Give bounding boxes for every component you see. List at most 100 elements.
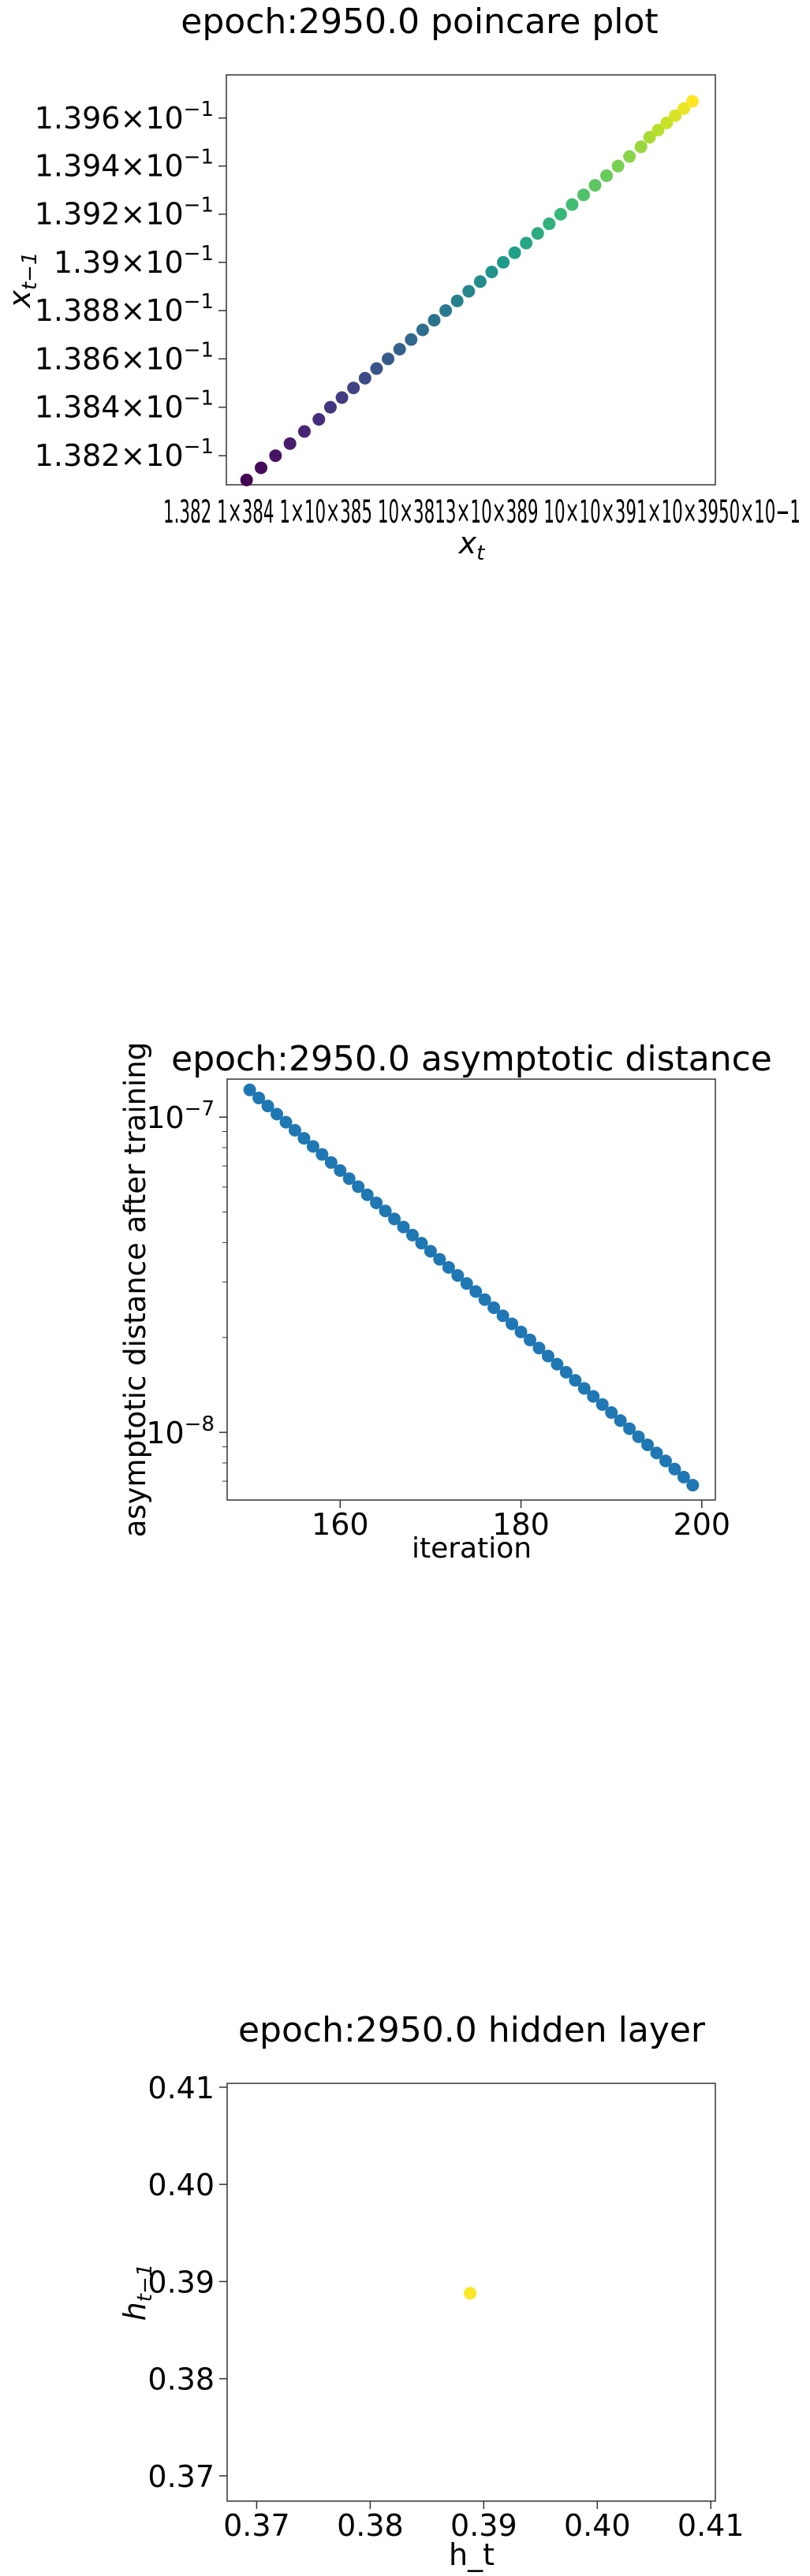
asymptotic-point [397, 1220, 410, 1234]
asymptotic-point [271, 1107, 284, 1121]
asymptotic-points [243, 1083, 700, 1492]
poincare-y-label: xt−1 [2, 251, 42, 308]
poincare-point [623, 150, 636, 163]
hidden-layer-y-tick-label: 0.38 [147, 2362, 215, 2397]
hidden-layer-plot-frame [226, 2083, 716, 2502]
asymptotic-y-label: asymptotic distance after training [118, 1042, 152, 1538]
asymptotic-point [632, 1430, 645, 1443]
asymptotic-point [388, 1212, 401, 1226]
poincare-point [651, 123, 665, 136]
asymptotic-point [469, 1285, 483, 1298]
poincare-point [520, 236, 533, 250]
asymptotic-title: epoch:2950.0 asymptotic distance [171, 1039, 772, 1079]
poincare-title: epoch:2950.0 poincare plot [181, 2, 658, 42]
poincare-point [577, 188, 590, 202]
poincare-point [439, 303, 453, 317]
hidden-layer-y-tick-label: 0.39 [147, 2265, 215, 2299]
poincare-point [450, 294, 464, 307]
asymptotic-point [541, 1349, 554, 1363]
asymptotic-point [650, 1446, 663, 1460]
poincare-point [358, 371, 371, 385]
hidden-layer-chart: epoch:2950.0 hidden layer 0.37 0.38 0.39 0.… [118, 2010, 745, 2572]
asymptotic-point [559, 1365, 573, 1379]
asymptotic-y-tick-label: 10−7 [146, 1097, 215, 1135]
poincare-point [269, 449, 282, 463]
asymptotic-point [352, 1180, 365, 1193]
poincare-x-label: xt [458, 526, 486, 565]
asymptotic-point [442, 1260, 455, 1274]
asymptotic-ticks: 160 180 200 10−7 10−8 [146, 1097, 730, 1542]
asymptotic-point [315, 1148, 329, 1161]
asymptotic-point [243, 1083, 256, 1096]
asymptotic-point [614, 1414, 627, 1428]
asymptotic-point [360, 1188, 374, 1201]
poincare-point [554, 207, 567, 221]
poincare-point [543, 217, 556, 230]
asymptotic-x-tick-label: 180 [492, 1507, 550, 1542]
poincare-point [685, 95, 699, 108]
asymptotic-point [478, 1293, 491, 1306]
asymptotic-point [288, 1123, 301, 1137]
poincare-point [393, 343, 406, 356]
hidden-layer-title: epoch:2950.0 hidden layer [238, 2010, 706, 2050]
hidden-layer-ticks: 0.37 0.38 0.39 0.40 0.41 0.41 0.40 0.39 0.38 0.37 [147, 2071, 744, 2543]
asymptotic-point [334, 1164, 347, 1178]
poincare-point [677, 102, 691, 115]
asymptotic-point [506, 1317, 519, 1331]
poincare-points [240, 95, 699, 486]
hidden-layer-x-tick-label: 0.37 [223, 2508, 290, 2543]
poincare-point [370, 362, 383, 375]
asymptotic-point [297, 1132, 311, 1145]
asymptotic-point [686, 1479, 700, 1492]
poincare-y-tick-label: 1.382×10−1 [35, 435, 214, 473]
poincare-point [335, 391, 349, 404]
asymptotic-x-label: iteration [412, 1532, 532, 1565]
poincare-chart: epoch:2950.0 poincare plot 1.396×10−11.3… [2, 2, 801, 565]
asymptotic-point [306, 1140, 319, 1153]
poincare-point [508, 246, 521, 259]
poincare-point [473, 275, 487, 288]
asymptotic-point [577, 1382, 591, 1395]
asymptotic-point [460, 1277, 473, 1290]
poincare-point [347, 382, 360, 395]
poincare-x-tick-labels: 1.382 1×384 1×10×385 10×3813×10×389 10×1… [163, 494, 801, 530]
hidden-layer-x-tick-label: 0.40 [564, 2508, 631, 2543]
hidden-layer-point [464, 2287, 477, 2300]
poincare-y-tick-label: 1.39×10−1 [54, 242, 214, 280]
asymptotic-point [641, 1438, 655, 1451]
poincare-point [660, 116, 674, 129]
asymptotic-point [659, 1454, 672, 1468]
poincare-point [405, 333, 418, 346]
asymptotic-point [342, 1172, 356, 1186]
poincare-point [566, 198, 579, 211]
poincare-y-tick-label: 1.386×10−1 [35, 338, 214, 376]
hidden-layer-y-tick-label: 0.37 [147, 2459, 215, 2494]
asymptotic-point [623, 1422, 636, 1435]
poincare-point [240, 473, 253, 486]
poincare-point [323, 400, 337, 414]
asymptotic-point [379, 1204, 392, 1218]
poincare-point [427, 314, 441, 327]
asymptotic-chart: epoch:2950.0 asymptotic distance 160 180 2… [118, 1039, 772, 1565]
hidden-layer-y-tick-label: 0.41 [147, 2071, 215, 2105]
asymptotic-plot-frame [226, 1078, 716, 1501]
asymptotic-point [569, 1374, 582, 1387]
poincare-point [283, 437, 297, 450]
poincare-point [600, 169, 614, 182]
asymptotic-point [433, 1253, 446, 1266]
poincare-point [462, 285, 476, 298]
poincare-point [312, 412, 326, 426]
asymptotic-point [451, 1269, 465, 1282]
asymptotic-point [514, 1325, 528, 1338]
hidden-layer-x-label: h_t [449, 2537, 495, 2572]
hidden-layer-x-tick-label: 0.39 [450, 2508, 517, 2543]
poincare-point [611, 159, 625, 173]
poincare-point [297, 425, 311, 438]
asymptotic-point [524, 1333, 537, 1346]
poincare-point [416, 323, 429, 337]
asymptotic-point [370, 1196, 383, 1209]
poincare-y-tick-label: 1.388×10−1 [35, 290, 214, 328]
asymptotic-point [595, 1398, 609, 1411]
poincare-y-tick-label: 1.394×10−1 [35, 146, 214, 184]
asymptotic-point [668, 1462, 681, 1476]
